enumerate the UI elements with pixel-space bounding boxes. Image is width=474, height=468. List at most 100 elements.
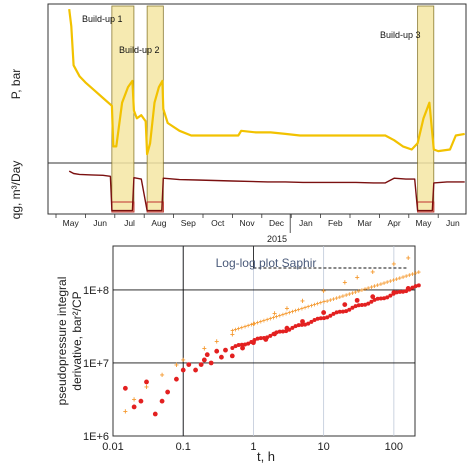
derivative-point xyxy=(347,307,352,312)
pressure-change-point: + xyxy=(265,317,269,324)
year-label: 2015 xyxy=(267,234,287,244)
pressure-change-point: + xyxy=(268,316,272,323)
pressure-change-point: + xyxy=(309,303,313,310)
pressure-change-point: + xyxy=(417,270,421,277)
derivative-point xyxy=(268,333,273,338)
derivative-point xyxy=(407,287,412,292)
derivative-point xyxy=(342,302,348,308)
month-tick-label: Jan xyxy=(299,218,313,228)
derivative-point xyxy=(416,283,421,288)
month-tick-label: Mar xyxy=(357,218,372,228)
pressure-series-line xyxy=(68,8,465,156)
pressure-change-point: + xyxy=(341,293,345,300)
buildup-box-1 xyxy=(111,5,135,213)
derivative-point xyxy=(397,289,402,294)
pressure-change-point: + xyxy=(347,291,351,298)
derivative-point xyxy=(229,353,235,359)
pressure-change-point: + xyxy=(404,274,408,281)
x-tick-label: 1 xyxy=(250,441,256,453)
derivative-point xyxy=(277,329,282,334)
derivative-point xyxy=(214,348,220,354)
pressure-change-point: + xyxy=(321,287,326,296)
pressure-change-point: + xyxy=(350,290,354,297)
pressure-change-point: + xyxy=(259,319,263,326)
loglog-ylabel-line2: derivative, bar²/CP xyxy=(70,291,84,390)
rate-series-line xyxy=(68,170,465,212)
pressure-change-point: + xyxy=(303,305,307,312)
pressure-change-point: + xyxy=(202,344,207,353)
y-tick-label: 1E+7 xyxy=(83,358,109,370)
pressure-change-point: + xyxy=(297,307,301,314)
y-tick-label: 1E+8 xyxy=(83,285,109,297)
derivative-point xyxy=(388,293,393,298)
pressure-change-point: + xyxy=(376,282,380,289)
pressure-change-point: + xyxy=(335,295,339,302)
pressure-change-point: + xyxy=(354,289,358,296)
derivative-point xyxy=(321,316,326,321)
derivative-point xyxy=(152,411,158,417)
loglog-xlabel: t, h xyxy=(257,449,275,464)
derivative-point xyxy=(230,346,235,351)
pressure-change-point: + xyxy=(407,273,411,280)
derivative-point xyxy=(239,342,244,347)
month-tick-label: Apr xyxy=(387,218,400,228)
derivative-point xyxy=(372,297,377,302)
pressure-change-point: + xyxy=(287,310,291,317)
pressure-change-point: + xyxy=(243,324,247,331)
loglog-title: Log-log plot Saphir xyxy=(216,256,317,270)
buildup-box-2 xyxy=(146,5,164,213)
derivative-point xyxy=(321,310,327,315)
derivative-point xyxy=(344,309,349,314)
pressure-change-point: + xyxy=(379,281,383,288)
derivative-point xyxy=(363,302,368,307)
derivative-point xyxy=(290,325,295,330)
pressure-change-point: + xyxy=(331,296,335,303)
y-tick-label: 1E+6 xyxy=(83,431,109,443)
derivative-point xyxy=(144,379,149,385)
derivative-point xyxy=(350,305,355,310)
month-tick-label: Jul xyxy=(124,218,135,228)
pressure-change-point: + xyxy=(392,260,397,269)
derivative-point xyxy=(315,316,320,321)
pressure-change-point: + xyxy=(240,325,244,332)
derivative-point xyxy=(165,389,171,395)
pressure-change-point: + xyxy=(271,315,275,322)
derivative-point xyxy=(122,385,128,391)
derivative-point xyxy=(378,296,383,301)
derivative-point xyxy=(255,336,260,341)
pressure-change-point: + xyxy=(373,283,377,290)
derivative-point xyxy=(233,344,238,349)
derivative-point xyxy=(370,294,376,300)
derivative-point xyxy=(261,336,266,341)
derivative-point xyxy=(201,357,207,363)
derivative-point xyxy=(366,301,371,306)
derivative-point xyxy=(265,335,270,340)
pressure-change-point: + xyxy=(325,298,329,305)
derivative-point xyxy=(159,398,165,404)
pressure-change-point: + xyxy=(344,292,348,299)
pressure-change-point: + xyxy=(410,272,414,279)
pressure-change-point: + xyxy=(370,267,375,276)
month-tick-label: Oct xyxy=(211,218,225,228)
pressure-change-point: + xyxy=(275,314,279,321)
pressure-change-point: + xyxy=(181,355,186,364)
pressure-change-point: + xyxy=(398,276,402,283)
pressure-change-point: + xyxy=(312,302,316,309)
pressure-change-point: + xyxy=(401,275,405,282)
derivative-point xyxy=(404,289,409,294)
derivative-point xyxy=(309,319,314,324)
pressure-change-point: + xyxy=(251,319,256,328)
pressure-change-point: + xyxy=(230,328,234,335)
pressure-change-point: + xyxy=(328,297,332,304)
pressure-change-point: + xyxy=(300,306,304,313)
pressure-change-point: + xyxy=(214,337,219,346)
derivative-point xyxy=(340,309,345,314)
pressure-change-point: + xyxy=(272,309,277,318)
derivative-point xyxy=(331,311,336,316)
pressure-change-point: + xyxy=(294,308,298,315)
pressure-change-point: + xyxy=(316,301,320,308)
pressure-change-point: + xyxy=(338,294,342,301)
derivative-point xyxy=(296,323,301,328)
month-tick-label: Nov xyxy=(240,218,256,228)
